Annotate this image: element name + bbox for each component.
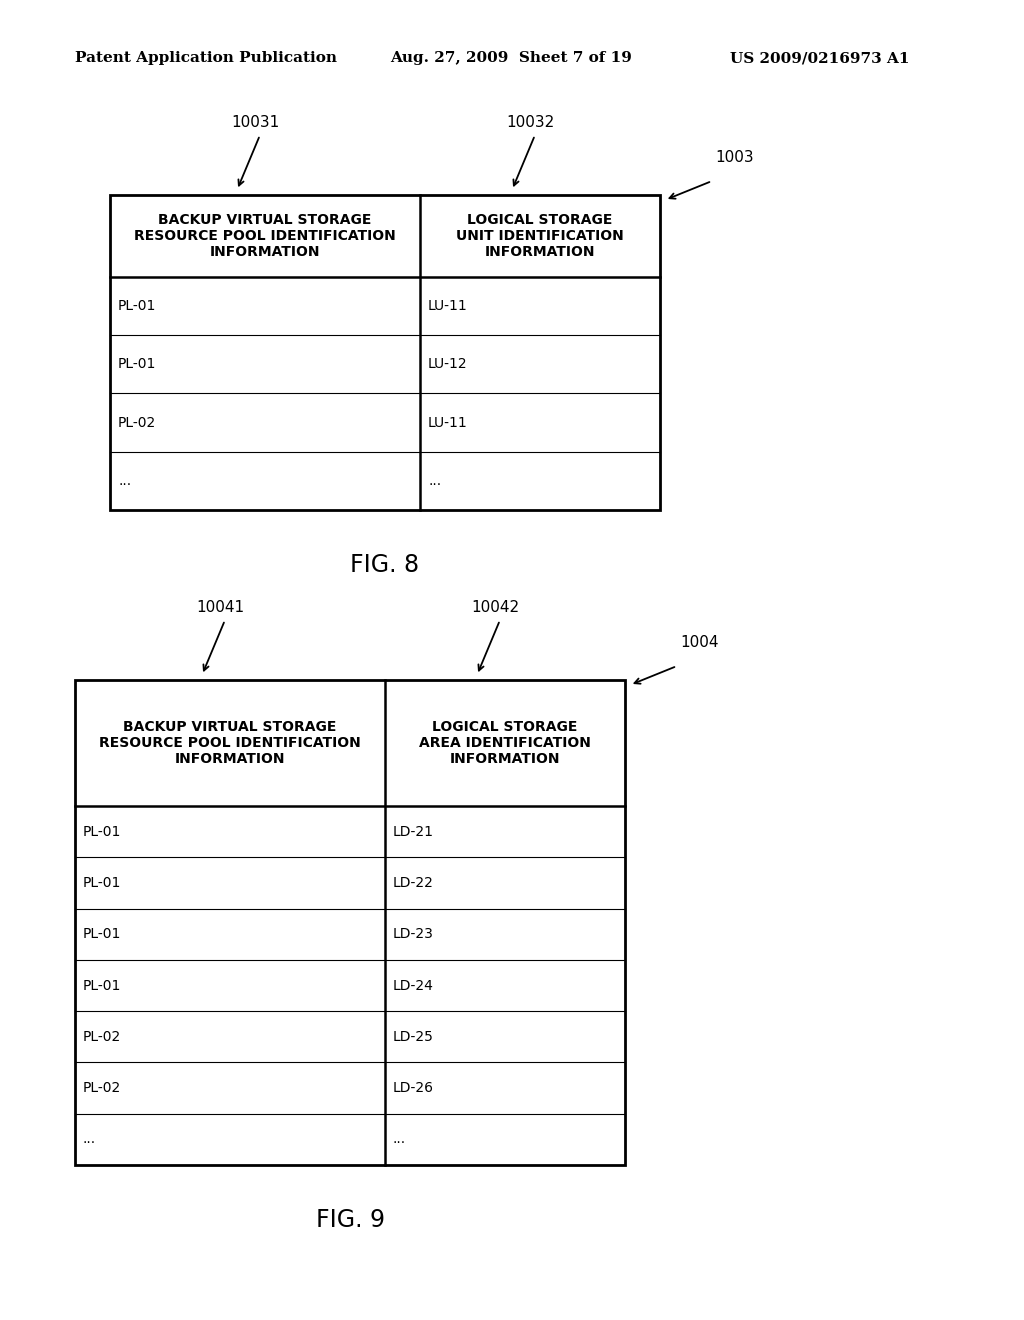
Text: BACKUP VIRTUAL STORAGE
RESOURCE POOL IDENTIFICATION
INFORMATION: BACKUP VIRTUAL STORAGE RESOURCE POOL IDE… [99, 719, 360, 766]
Text: LD-23: LD-23 [393, 927, 434, 941]
Text: Patent Application Publication: Patent Application Publication [75, 51, 337, 65]
Text: PL-02: PL-02 [118, 416, 157, 429]
Text: 10031: 10031 [230, 115, 280, 129]
Text: LD-24: LD-24 [393, 978, 434, 993]
Text: FIG. 9: FIG. 9 [315, 1208, 384, 1232]
Text: LOGICAL STORAGE
AREA IDENTIFICATION
INFORMATION: LOGICAL STORAGE AREA IDENTIFICATION INFO… [419, 719, 591, 766]
Bar [75, 680, 625, 1166]
Text: ...: ... [118, 474, 131, 488]
Text: 1003: 1003 [715, 150, 754, 165]
Text: LD-22: LD-22 [393, 876, 434, 890]
Text: 10042: 10042 [471, 601, 519, 615]
Text: PL-01: PL-01 [118, 358, 157, 371]
Text: PL-01: PL-01 [83, 825, 122, 838]
Text: LD-21: LD-21 [393, 825, 434, 838]
Bar [110, 195, 660, 510]
Text: Aug. 27, 2009  Sheet 7 of 19: Aug. 27, 2009 Sheet 7 of 19 [390, 51, 632, 65]
Text: BACKUP VIRTUAL STORAGE
RESOURCE POOL IDENTIFICATION
INFORMATION: BACKUP VIRTUAL STORAGE RESOURCE POOL IDE… [134, 213, 396, 259]
Text: LOGICAL STORAGE
UNIT IDENTIFICATION
INFORMATION: LOGICAL STORAGE UNIT IDENTIFICATION INFO… [456, 213, 624, 259]
Text: PL-02: PL-02 [83, 1030, 121, 1044]
Text: ...: ... [393, 1133, 407, 1146]
Text: LU-12: LU-12 [428, 358, 468, 371]
Text: LU-11: LU-11 [428, 416, 468, 429]
Text: PL-01: PL-01 [83, 978, 122, 993]
Text: 1004: 1004 [680, 635, 719, 649]
Text: ...: ... [428, 474, 441, 488]
Text: LU-11: LU-11 [428, 300, 468, 313]
Text: LD-26: LD-26 [393, 1081, 434, 1096]
Text: PL-01: PL-01 [83, 927, 122, 941]
Text: PL-01: PL-01 [83, 876, 122, 890]
Text: PL-02: PL-02 [83, 1081, 121, 1096]
Text: US 2009/0216973 A1: US 2009/0216973 A1 [730, 51, 909, 65]
Text: 10032: 10032 [506, 115, 554, 129]
Text: FIG. 8: FIG. 8 [350, 553, 420, 577]
Text: LD-25: LD-25 [393, 1030, 434, 1044]
Text: PL-01: PL-01 [118, 300, 157, 313]
Text: ...: ... [83, 1133, 96, 1146]
Text: 10041: 10041 [196, 601, 244, 615]
